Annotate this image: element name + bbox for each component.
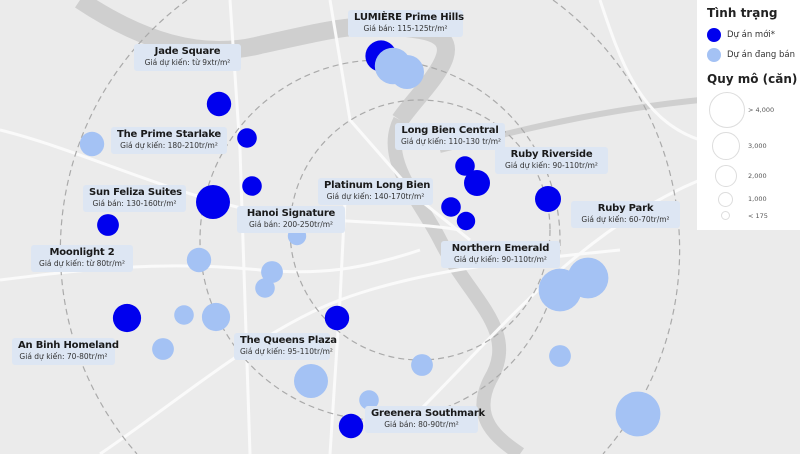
project-name: Northern Emerald xyxy=(451,243,550,254)
legend-new-project: Dự án mới* xyxy=(727,30,776,40)
project-price: Giá dự kiến: từ 80tr/m² xyxy=(39,259,125,268)
new-project-marker[interactable] xyxy=(441,197,461,217)
selling-project-marker[interactable] xyxy=(359,390,379,410)
selling-project-marker[interactable] xyxy=(152,338,174,360)
project-price: Giá dự kiến: 90-110tr/m² xyxy=(454,255,547,264)
project-name: Hanoi Signature xyxy=(246,208,336,219)
project-price: Giá bán: 115-125tr/m² xyxy=(363,24,448,33)
project-price: Giá dự kiến: từ 9xtr/m² xyxy=(144,58,231,67)
project-name: LUMIÈRE Prime Hills xyxy=(354,12,464,23)
scale-circle-icon xyxy=(715,165,737,187)
scale-circle-icon xyxy=(718,192,733,207)
project-label[interactable]: Sun Feliza Suites Giá bán: 130-160tr/m² xyxy=(83,185,186,212)
project-label[interactable]: Northern Emerald Giá dự kiến: 90-110tr/m² xyxy=(441,241,560,268)
project-price: Giá bán: 130-160tr/m² xyxy=(92,199,177,208)
project-label[interactable]: Jade Square Giá dự kiến: từ 9xtr/m² xyxy=(134,44,241,71)
scale-circle-icon xyxy=(712,132,740,160)
outer-ring-road-right xyxy=(552,0,681,454)
project-name: Moonlight 2 xyxy=(49,247,115,258)
project-label[interactable]: Hanoi Signature Giá bán: 200-250tr/m² xyxy=(237,206,345,233)
scale-label: < 175 xyxy=(748,212,768,220)
project-price: Giá dự kiến: 180-210tr/m² xyxy=(120,141,218,150)
project-label[interactable]: Moonlight 2 Giá dự kiến: từ 80tr/m² xyxy=(31,245,133,272)
project-name: Ruby Park xyxy=(597,203,654,214)
outer-ring-road-left xyxy=(59,0,188,454)
legend-selling-project: Dự án đang bán xyxy=(727,50,796,60)
project-name: Jade Square xyxy=(154,46,221,57)
project-price: Giá bán: 200-250tr/m² xyxy=(248,220,334,229)
new-project-marker[interactable] xyxy=(206,91,232,117)
new-project-marker[interactable] xyxy=(112,303,142,333)
selling-project-dot-icon xyxy=(707,48,721,62)
new-project-marker[interactable] xyxy=(97,214,119,236)
project-label[interactable]: Ruby Riverside Giá dự kiến: 90-110tr/m² xyxy=(495,147,608,174)
new-project-marker[interactable] xyxy=(464,170,490,196)
new-project-dot-icon xyxy=(707,28,721,42)
project-label[interactable]: Long Bien Central Giá dự kiến: 110-130 tr… xyxy=(395,123,505,150)
project-name: Long Bien Central xyxy=(401,125,499,136)
scale-label: 2,000 xyxy=(748,172,767,180)
scale-label: 3,000 xyxy=(748,142,767,150)
selling-project-marker[interactable] xyxy=(261,261,283,283)
selling-project-marker[interactable] xyxy=(79,131,105,157)
project-label[interactable]: The Prime Starlake Giá dự kiến: 180-210tr… xyxy=(111,127,227,154)
project-price: Giá dự kiến: 60-70tr/m² xyxy=(581,215,670,224)
project-name: Greenera Southmark xyxy=(371,408,486,419)
new-project-marker[interactable] xyxy=(456,211,476,231)
selling-project-marker[interactable] xyxy=(294,364,328,398)
selling-project-marker[interactable] xyxy=(390,55,424,89)
scale-circle-icon xyxy=(709,92,745,128)
project-name: The Queens Plaza xyxy=(240,335,337,346)
legend-status-title: Tình trạng xyxy=(707,6,778,20)
new-project-marker[interactable] xyxy=(455,156,475,176)
project-label[interactable]: Greenera Southmark Giá bán: 80-90tr/m² xyxy=(365,406,486,433)
middle-ring-road xyxy=(199,59,561,421)
project-price: Giá dự kiến: 70-80tr/m² xyxy=(19,352,108,361)
project-name: The Prime Starlake xyxy=(117,129,221,140)
project-name: An Binh Homeland xyxy=(18,340,119,351)
scale-circle-icon xyxy=(721,211,730,220)
project-name: Ruby Riverside xyxy=(510,149,593,160)
selling-project-marker[interactable] xyxy=(549,345,571,367)
legend: Tình trạng Dự án mới* Dự án đang bán Quy… xyxy=(697,0,800,230)
project-label[interactable]: An Binh Homeland Giá dự kiến: 70-80tr/m² xyxy=(12,338,119,365)
new-project-marker[interactable] xyxy=(196,185,230,219)
project-markers xyxy=(79,40,661,439)
selling-project-marker[interactable] xyxy=(567,257,609,299)
new-project-marker[interactable] xyxy=(338,413,364,439)
project-name: Platinum Long Bien xyxy=(324,180,431,191)
project-price: Giá dự kiến: 95-110tr/m² xyxy=(240,347,333,356)
scale-label: > 4,000 xyxy=(748,106,775,114)
legend-scale-title: Quy mô (căn) xyxy=(707,72,798,86)
new-project-marker[interactable] xyxy=(242,176,262,196)
project-label[interactable]: The Queens Plaza Giá dự kiến: 95-110tr/m² xyxy=(234,333,337,360)
project-label[interactable]: Platinum Long Bien Giá dự kiến: 140-170tr… xyxy=(318,178,433,205)
project-name: Sun Feliza Suites xyxy=(89,187,182,198)
selling-project-marker[interactable] xyxy=(201,302,231,332)
new-project-marker[interactable] xyxy=(237,128,257,148)
project-label[interactable]: LUMIÈRE Prime Hills Giá bán: 115-125tr/m² xyxy=(348,10,464,37)
selling-project-marker[interactable] xyxy=(615,391,661,437)
selling-project-marker[interactable] xyxy=(411,354,433,376)
project-price: Giá bán: 80-90tr/m² xyxy=(384,420,459,429)
selling-project-marker[interactable] xyxy=(255,278,275,298)
project-price: Giá dự kiến: 110-130 tr/m² xyxy=(401,137,502,146)
project-price: Giá dự kiến: 90-110tr/m² xyxy=(505,161,598,170)
selling-project-marker[interactable] xyxy=(186,247,212,273)
new-project-marker[interactable] xyxy=(535,186,561,212)
new-project-marker[interactable] xyxy=(324,305,350,331)
project-label[interactable]: Ruby Park Giá dự kiến: 60-70tr/m² xyxy=(571,201,680,228)
selling-project-marker[interactable] xyxy=(174,305,194,325)
scale-label: 1,000 xyxy=(748,195,767,203)
project-price: Giá dự kiến: 140-170tr/m² xyxy=(326,192,425,201)
